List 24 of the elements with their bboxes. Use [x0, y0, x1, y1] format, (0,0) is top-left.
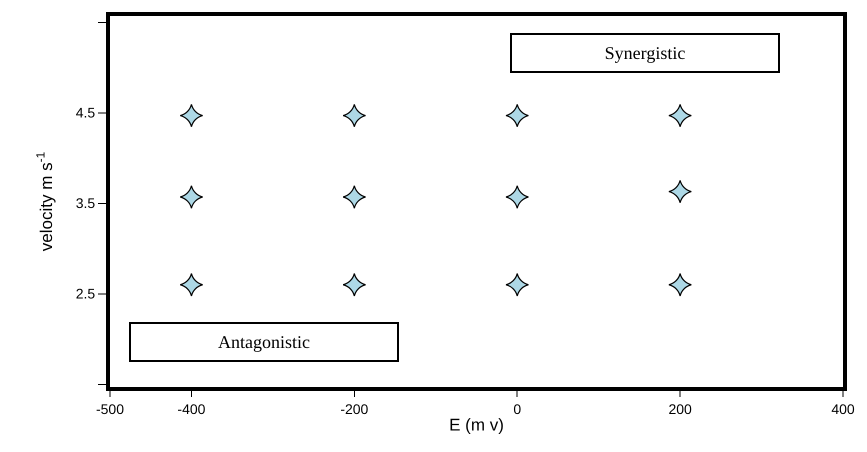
point — [505, 104, 530, 128]
x-tick-label: 400 — [831, 400, 855, 417]
point — [342, 104, 366, 128]
x-tick-label: -500 — [96, 400, 124, 417]
y-tick-label: 4.5 — [76, 104, 96, 121]
point — [180, 104, 204, 128]
x-tick-label: 200 — [668, 400, 692, 417]
point — [180, 185, 204, 209]
point — [668, 272, 692, 297]
x-axis-title: E (m v) — [449, 416, 504, 435]
x-tick-label: -200 — [340, 400, 369, 417]
annotation: Antagonistic — [218, 332, 310, 352]
point — [342, 272, 366, 297]
x-tick-label: 0 — [513, 400, 522, 417]
point — [180, 272, 204, 297]
point — [668, 104, 692, 128]
point — [668, 180, 692, 204]
point — [505, 272, 530, 297]
point — [505, 185, 530, 209]
y-tick-label: 3.5 — [76, 195, 96, 212]
point — [342, 185, 366, 209]
annotation: Synergistic — [604, 43, 686, 63]
y-tick-label: 2.5 — [76, 286, 96, 302]
x-tick-label: -400 — [177, 400, 206, 417]
